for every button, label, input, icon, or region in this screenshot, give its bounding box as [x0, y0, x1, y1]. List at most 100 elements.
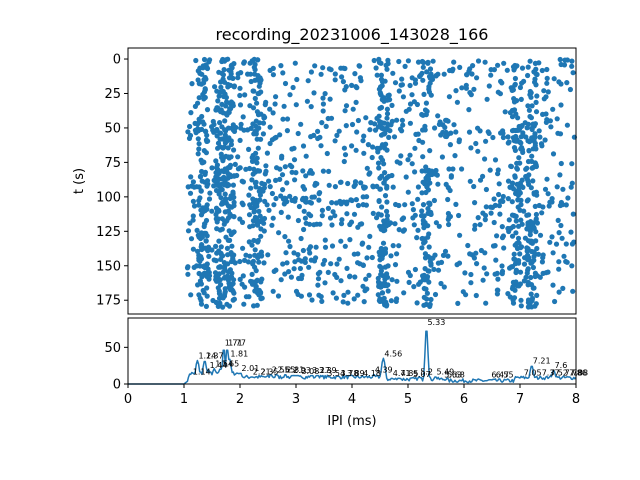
raster-point — [317, 221, 323, 227]
raster-point — [563, 258, 569, 265]
raster-point — [231, 290, 237, 296]
raster-point — [300, 168, 306, 174]
raster-point — [298, 121, 304, 127]
raster-point — [248, 125, 254, 131]
raster-y-tick-label: 50 — [104, 121, 121, 136]
raster-point — [322, 244, 329, 250]
raster-point — [312, 63, 318, 69]
raster-point — [254, 100, 260, 106]
raster-point — [468, 145, 474, 151]
raster-point — [199, 234, 205, 240]
raster-point — [513, 138, 519, 144]
raster-point — [482, 217, 488, 223]
raster-point — [313, 244, 319, 250]
raster-point — [518, 297, 524, 303]
raster-point — [351, 296, 357, 302]
raster-point — [273, 94, 279, 100]
histogram-peak-label: 7.37 — [542, 368, 560, 377]
raster-point — [380, 240, 387, 246]
raster-point — [514, 166, 521, 172]
raster-point — [320, 65, 326, 71]
raster-point — [534, 93, 540, 99]
raster-point — [368, 120, 374, 126]
raster-point — [200, 65, 206, 71]
raster-point — [325, 205, 331, 211]
raster-point — [228, 154, 234, 160]
raster-point — [308, 134, 314, 140]
histogram-peak-label: 7.86 — [569, 368, 587, 377]
raster-point — [213, 243, 219, 249]
raster-point — [301, 186, 308, 192]
histogram-x-tick-label: 2 — [236, 392, 244, 407]
raster-point — [446, 166, 452, 172]
raster-point — [392, 262, 399, 268]
raster-point — [332, 71, 338, 77]
histogram-peak-label: 5.49 — [436, 368, 454, 377]
raster-point — [282, 80, 289, 87]
raster-point — [379, 255, 385, 261]
histogram-y-ticks: 0 50 — [104, 341, 128, 393]
raster-point — [426, 89, 432, 95]
histogram-peak-label: 1.44 — [210, 361, 228, 370]
histogram-peak-label: 4.71 — [393, 369, 411, 378]
raster-point — [561, 253, 567, 259]
raster-point — [390, 243, 396, 249]
raster-point — [352, 71, 358, 77]
chart-title: recording_20231006_143028_166 — [216, 25, 489, 45]
raster-point — [540, 204, 546, 210]
histogram-peak-label: 3.39 — [319, 366, 337, 375]
raster-point — [494, 287, 500, 293]
raster-point — [473, 140, 479, 147]
raster-point — [525, 267, 531, 273]
raster-point — [358, 78, 364, 84]
raster-point — [223, 234, 229, 240]
raster-point — [500, 128, 506, 134]
raster-point — [556, 230, 562, 236]
raster-point — [400, 94, 406, 100]
raster-point — [570, 288, 576, 294]
histogram-peak-label: 1.37 — [206, 352, 224, 361]
raster-point — [280, 116, 286, 122]
raster-point — [378, 92, 384, 98]
raster-point — [491, 196, 497, 202]
raster-point — [354, 129, 360, 135]
raster-point — [285, 214, 291, 220]
raster-point — [291, 145, 297, 151]
raster-point — [524, 248, 530, 254]
raster-point — [382, 130, 388, 136]
raster-point — [543, 119, 550, 125]
raster-point — [267, 184, 273, 190]
raster-point — [278, 209, 284, 215]
raster-point — [291, 250, 297, 256]
raster-point — [518, 217, 524, 223]
raster-point — [526, 139, 533, 145]
raster-point — [409, 201, 415, 207]
raster-point — [224, 112, 230, 118]
raster-point — [318, 71, 324, 77]
raster-point — [344, 199, 350, 205]
raster-point — [512, 65, 518, 71]
raster-point — [255, 145, 261, 151]
raster-point — [355, 292, 361, 298]
raster-point — [218, 256, 224, 262]
raster-point — [519, 80, 525, 86]
raster-point — [228, 285, 234, 291]
raster-point — [361, 299, 367, 305]
raster-point — [216, 93, 222, 99]
raster-point — [332, 184, 338, 190]
raster-point — [363, 276, 369, 282]
raster-point — [201, 121, 207, 127]
raster-point — [545, 191, 551, 197]
raster-point — [204, 293, 210, 299]
raster-point — [193, 57, 199, 64]
raster-point — [560, 186, 566, 192]
raster-point — [353, 147, 359, 153]
raster-point — [246, 192, 252, 198]
raster-point — [207, 190, 213, 196]
raster-point — [308, 104, 314, 110]
raster-point — [418, 213, 425, 219]
raster-point — [447, 142, 453, 148]
raster-point — [332, 271, 338, 278]
raster-point — [302, 256, 308, 262]
raster-point — [218, 185, 224, 192]
